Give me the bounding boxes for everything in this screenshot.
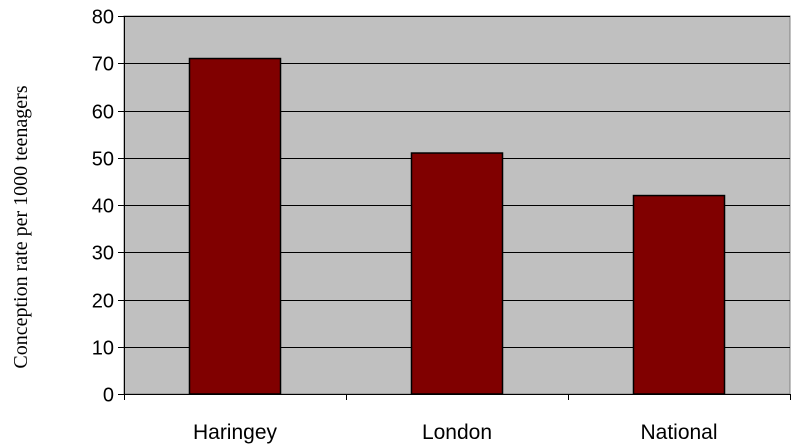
bar-london <box>410 152 504 395</box>
y-tick-label-0: 0 <box>103 385 114 407</box>
bar-national <box>632 194 726 395</box>
bar-haringey <box>188 57 282 395</box>
x-tick-label-haringey: Haringey <box>193 421 278 444</box>
y-tick-label-70: 70 <box>92 54 114 76</box>
y-tick-label-30: 30 <box>92 243 114 265</box>
y-tick-label-60: 60 <box>92 102 114 124</box>
y-tick-label-10: 10 <box>92 338 114 360</box>
x-tick-label-national: National <box>640 421 717 444</box>
x-tick-labels: Haringey London National <box>193 421 718 444</box>
y-tick-label-50: 50 <box>92 149 114 171</box>
bars <box>188 57 726 395</box>
y-tick-labels: 0 10 20 30 40 50 60 70 80 <box>92 7 114 407</box>
y-tick-label-20: 20 <box>92 291 114 313</box>
y-tick-label-40: 40 <box>92 196 114 218</box>
axes <box>118 16 791 400</box>
y-axis-label: Conception rate per 1000 teenagers <box>10 85 32 368</box>
x-tick-label-london: London <box>422 421 492 444</box>
y-tick-label-80: 80 <box>92 7 114 29</box>
